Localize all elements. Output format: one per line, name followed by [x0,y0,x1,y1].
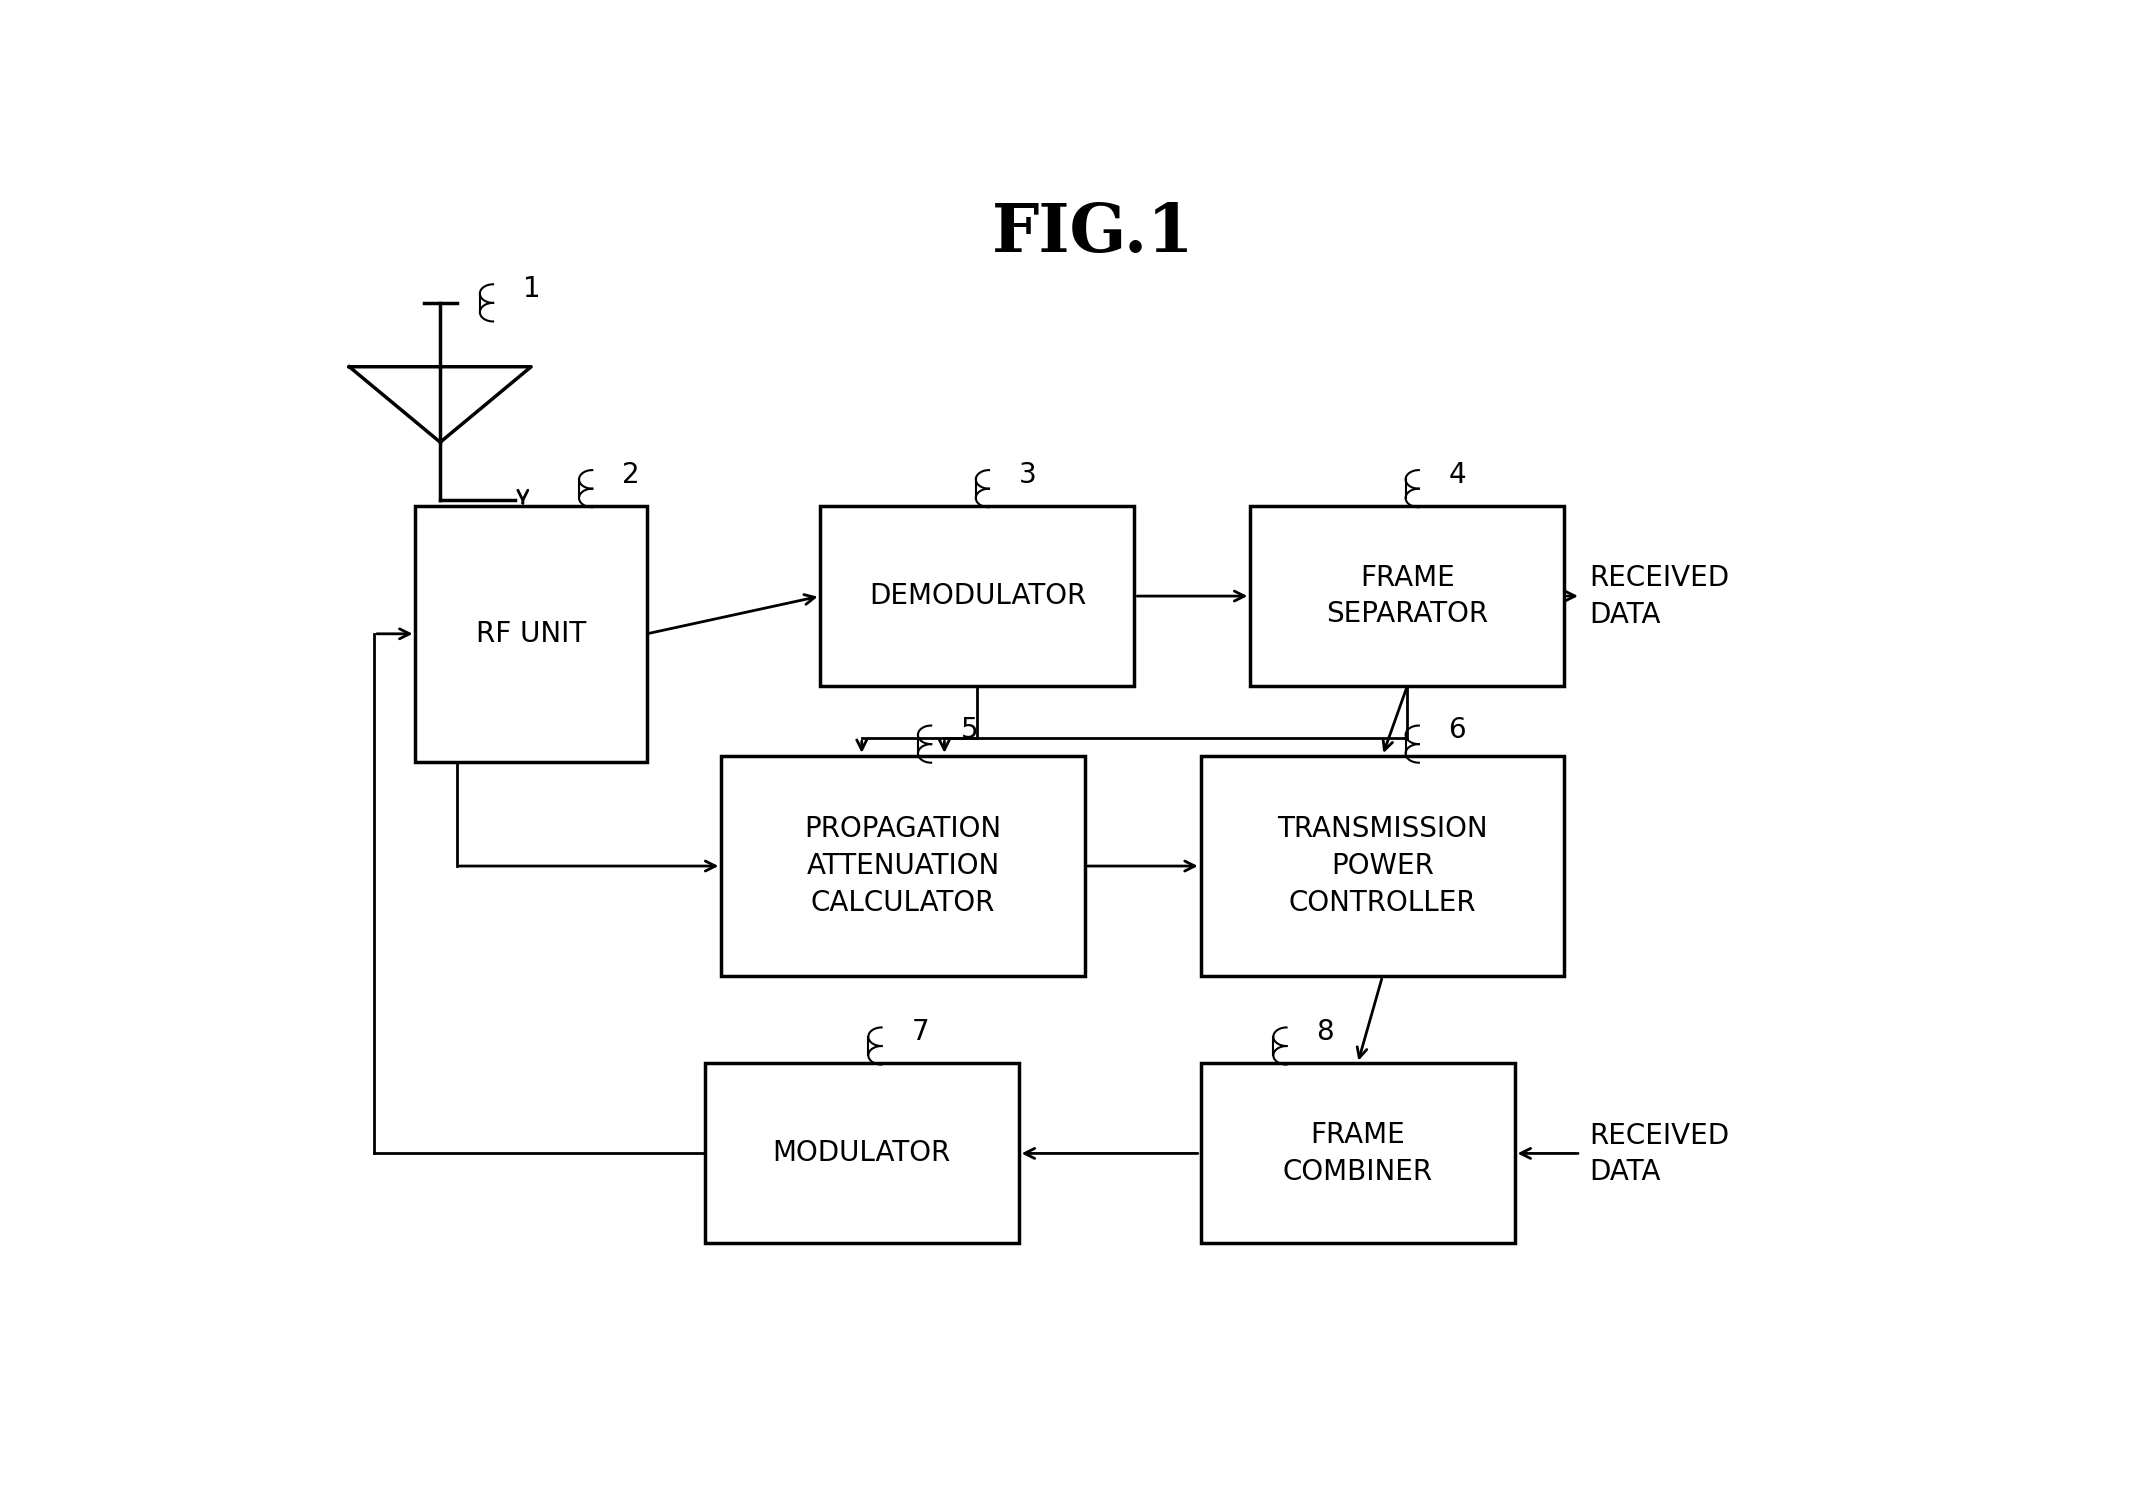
Text: PROPAGATION
ATTENUATION
CALCULATOR: PROPAGATION ATTENUATION CALCULATOR [804,816,1003,917]
Text: 5: 5 [962,716,979,743]
Text: FRAME
SEPARATOR: FRAME SEPARATOR [1327,564,1489,629]
Text: 8: 8 [1316,1018,1333,1047]
Text: 3: 3 [1020,460,1037,489]
Bar [1201,756,1563,976]
Text: DEMODULATOR: DEMODULATOR [868,582,1086,611]
Text: 2: 2 [623,460,640,489]
Bar [1250,507,1563,686]
Text: RF UNIT: RF UNIT [476,620,587,648]
Text: RECEIVED
DATA: RECEIVED DATA [1589,564,1730,629]
Bar [416,507,646,762]
Text: 7: 7 [911,1018,930,1047]
Text: 6: 6 [1448,716,1465,743]
Text: FIG.1: FIG.1 [992,201,1194,265]
Text: TRANSMISSION
POWER
CONTROLLER: TRANSMISSION POWER CONTROLLER [1278,816,1487,917]
Bar [721,756,1086,976]
Bar [821,507,1135,686]
Text: MODULATOR: MODULATOR [772,1140,951,1167]
Text: FRAME
COMBINER: FRAME COMBINER [1282,1120,1433,1185]
Text: RECEIVED
DATA: RECEIVED DATA [1589,1122,1730,1187]
Text: 1: 1 [523,274,540,303]
Bar [1201,1063,1514,1244]
Text: 4: 4 [1448,460,1465,489]
Bar [704,1063,1020,1244]
